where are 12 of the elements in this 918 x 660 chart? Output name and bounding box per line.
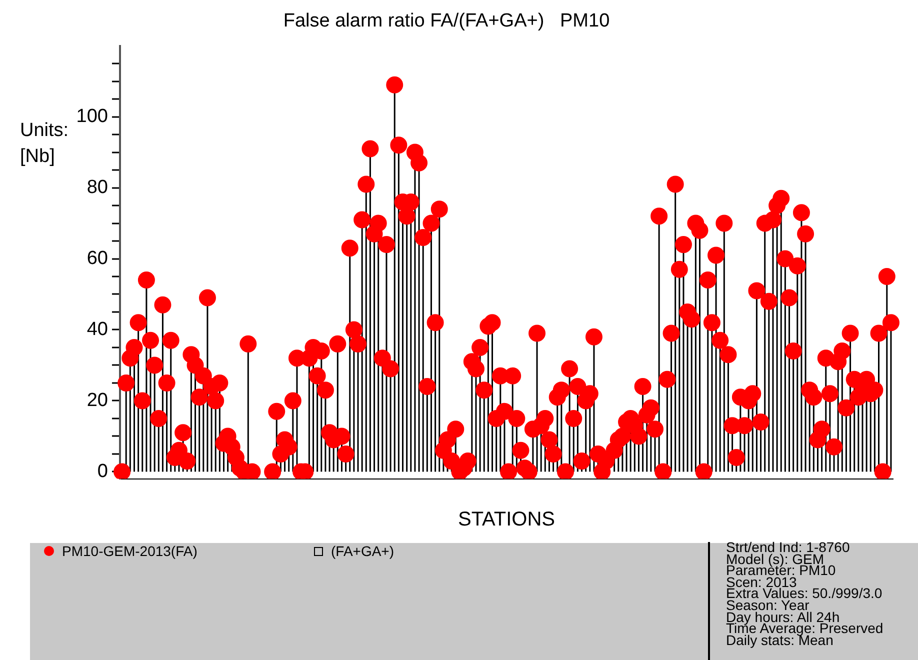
y-tick-label: 60 [86, 248, 108, 269]
text: Strt/end Ind: 1-8760 [726, 539, 851, 555]
legend-label: PM10-GEM-2013(FA) [62, 543, 198, 559]
y-tick-label: 80 [86, 177, 108, 198]
y-tick-label: 100 [76, 106, 108, 128]
y-axis-title: Units: [Nb] [20, 119, 69, 169]
x-axis-title: STATIONS [458, 508, 556, 531]
y-tick-label: 20 [86, 390, 108, 411]
chart-title: False alarm ratio FA/(FA+GA+) PM10 [283, 10, 610, 32]
y-tick-label: 40 [86, 318, 108, 340]
y-tick-label: 0 [97, 460, 108, 482]
legend-label: (FA+GA+) [331, 543, 394, 559]
